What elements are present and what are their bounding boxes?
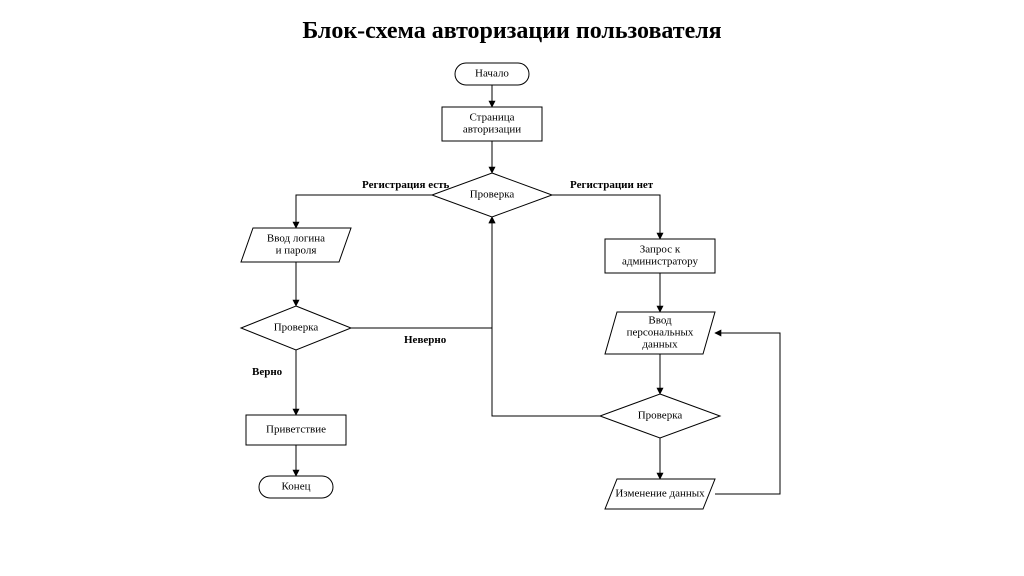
edge-label: Регистрация есть — [362, 179, 450, 191]
edge-label: Неверно — [404, 334, 447, 346]
node-label: авторизации — [463, 124, 521, 136]
node-label: и пароля — [276, 245, 317, 257]
flow-edge — [351, 217, 492, 328]
flow-edge — [492, 217, 600, 416]
node-label: Проверка — [274, 322, 319, 334]
node-label: Проверка — [638, 410, 683, 422]
node-label: администратору — [622, 256, 699, 268]
node-label: Страница — [469, 112, 514, 124]
node-label: данных — [642, 339, 678, 351]
node-label: Ввод — [648, 315, 672, 327]
node-label: Запрос к — [640, 244, 681, 256]
node-label: Проверка — [470, 189, 515, 201]
node-label: Приветствие — [266, 424, 326, 436]
node-label: Начало — [475, 68, 509, 80]
edge-label: Верно — [252, 366, 283, 378]
node-label: персональных — [627, 327, 694, 339]
node-label: Ввод логина — [267, 233, 325, 245]
edge-label: Регистрации нет — [570, 179, 654, 191]
flowchart-canvas: Регистрация есть Регистрации нет Верно Неве… — [0, 0, 1024, 576]
node-label: Конец — [282, 481, 311, 493]
flow-edge — [296, 195, 432, 228]
node-label: Изменение данных — [615, 488, 705, 500]
flow-edge — [552, 195, 660, 239]
flow-edge — [715, 333, 780, 494]
